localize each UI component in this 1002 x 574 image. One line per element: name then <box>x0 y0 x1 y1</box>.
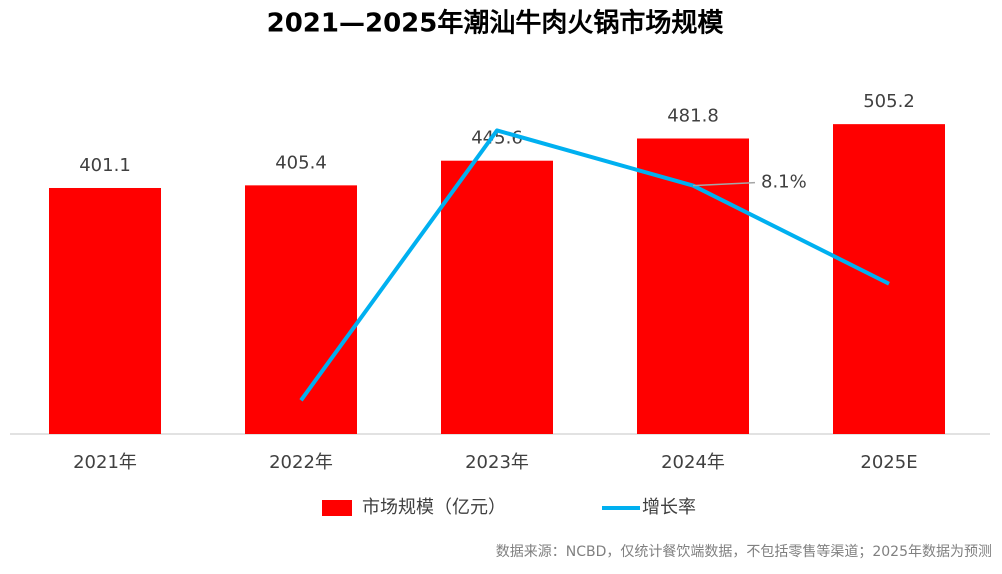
bar <box>637 138 749 434</box>
data-label: 505.2 <box>863 91 915 112</box>
legend-label: 增长率 <box>642 497 696 518</box>
data-label: 405.4 <box>275 152 327 173</box>
bar <box>441 160 553 434</box>
x-tick-label: 2025E <box>860 452 917 473</box>
x-tick-label: 2024年 <box>661 452 725 473</box>
chart-title: 2021—2025年潮汕牛肉火锅市场规模 <box>267 8 725 39</box>
bar <box>245 185 357 434</box>
legend-label: 市场规模（亿元） <box>362 497 506 518</box>
bar <box>833 124 945 435</box>
x-tick-label: 2022年 <box>269 452 333 473</box>
data-label: 8.1% <box>761 172 807 193</box>
data-label: 401.1 <box>79 155 131 176</box>
line <box>299 128 890 402</box>
x-tick-label: 2023年 <box>465 452 529 473</box>
data-label: 481.8 <box>667 105 719 126</box>
source-note: 数据来源：NCBD，仅统计餐饮端数据，不包括零售等渠道；2025年数据为预测 <box>496 543 992 560</box>
bar <box>49 187 161 434</box>
leader-line <box>692 181 756 187</box>
x-tick-label: 2021年 <box>73 452 137 473</box>
legend-swatch <box>322 500 352 516</box>
